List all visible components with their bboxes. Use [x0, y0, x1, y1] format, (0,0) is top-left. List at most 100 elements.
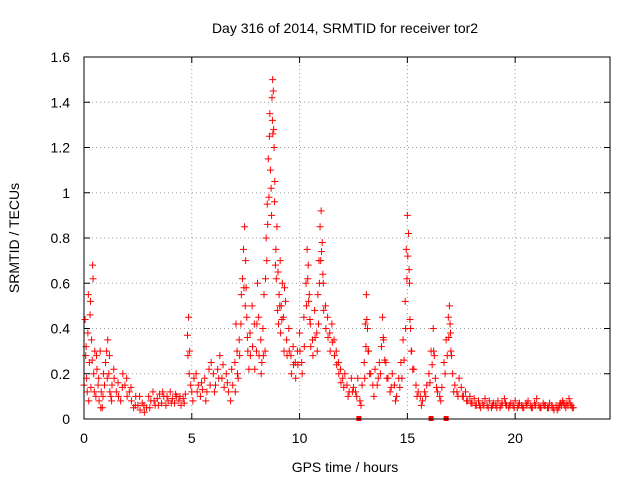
data-point	[207, 358, 215, 366]
data-point	[253, 320, 261, 328]
data-point	[259, 325, 267, 332]
data-point	[296, 347, 304, 355]
data-point	[100, 381, 108, 389]
data-point	[306, 315, 314, 323]
x-tick-label: 20	[507, 430, 523, 446]
data-point	[154, 401, 162, 409]
data-point	[119, 370, 127, 378]
data-point	[283, 336, 291, 344]
data-point	[349, 383, 357, 391]
data-point	[278, 315, 286, 323]
data-point	[386, 388, 394, 396]
data-point	[97, 404, 105, 412]
data-point	[228, 365, 236, 373]
data-point	[430, 347, 438, 355]
data-point	[377, 343, 385, 351]
data-point	[361, 320, 369, 328]
data-point	[444, 313, 452, 321]
data-point	[88, 336, 96, 344]
data-point	[560, 399, 568, 407]
data-point	[421, 388, 429, 396]
data-point	[280, 284, 288, 292]
data-point	[283, 352, 291, 360]
y-tick-label: 0.4	[51, 321, 71, 337]
data-point	[240, 245, 248, 253]
grid-lines	[84, 57, 610, 419]
data-point	[315, 320, 323, 328]
data-point	[376, 370, 384, 378]
data-point	[254, 279, 262, 287]
data-point	[450, 388, 458, 396]
data-point	[396, 383, 404, 391]
data-point	[326, 347, 334, 355]
data-point	[451, 381, 459, 389]
data-point	[388, 370, 396, 378]
data-point	[307, 343, 315, 351]
data-point	[90, 388, 98, 396]
data-point	[89, 261, 97, 269]
data-point	[519, 404, 527, 412]
data-point	[241, 302, 249, 310]
data-point	[219, 361, 227, 369]
data-point	[185, 370, 193, 378]
data-point	[302, 279, 310, 287]
data-point	[392, 397, 400, 405]
data-point	[140, 401, 148, 409]
data-point	[403, 211, 411, 219]
data-point	[108, 381, 116, 389]
data-point	[481, 395, 489, 403]
data-point	[462, 388, 470, 396]
data-point	[248, 302, 256, 310]
data-point	[215, 374, 223, 382]
data-point	[249, 343, 257, 351]
data-point	[210, 388, 218, 396]
data-point	[430, 352, 438, 360]
data-point	[263, 200, 271, 208]
data-point	[446, 320, 454, 328]
data-point	[162, 401, 170, 409]
data-point	[437, 397, 445, 405]
data-point	[125, 388, 133, 396]
data-point	[523, 401, 531, 409]
data-point	[262, 275, 270, 283]
data-point	[103, 347, 111, 355]
data-point	[371, 365, 379, 373]
data-point	[243, 313, 251, 321]
data-point	[270, 125, 278, 133]
data-point	[287, 370, 295, 378]
data-point	[136, 392, 144, 400]
plot-frame	[83, 56, 611, 420]
data-point	[447, 347, 455, 355]
data-point	[540, 401, 548, 409]
data-point	[163, 392, 171, 400]
data-point	[294, 361, 302, 369]
data-point	[497, 401, 505, 409]
data-point	[257, 336, 265, 344]
data-point	[341, 370, 349, 378]
data-point	[110, 365, 118, 373]
data-point	[446, 329, 454, 337]
data-point	[466, 392, 474, 400]
data-point	[298, 358, 306, 366]
data-point	[201, 374, 209, 382]
data-point	[555, 401, 563, 409]
data-point	[95, 374, 103, 382]
data-point	[417, 401, 425, 409]
data-point	[234, 374, 242, 382]
data-point	[333, 361, 341, 369]
data-point	[269, 130, 277, 138]
data-point	[274, 320, 282, 328]
data-point	[258, 358, 266, 366]
data-point	[527, 404, 535, 412]
data-point	[425, 370, 433, 378]
data-point	[457, 383, 465, 391]
data-point	[362, 291, 370, 299]
data-point	[203, 388, 211, 396]
data-point	[285, 347, 293, 355]
data-point	[192, 370, 200, 378]
data-point	[92, 392, 100, 400]
data-point	[83, 388, 91, 396]
data-point	[363, 325, 371, 332]
data-point	[361, 374, 369, 382]
data-point	[321, 302, 329, 310]
